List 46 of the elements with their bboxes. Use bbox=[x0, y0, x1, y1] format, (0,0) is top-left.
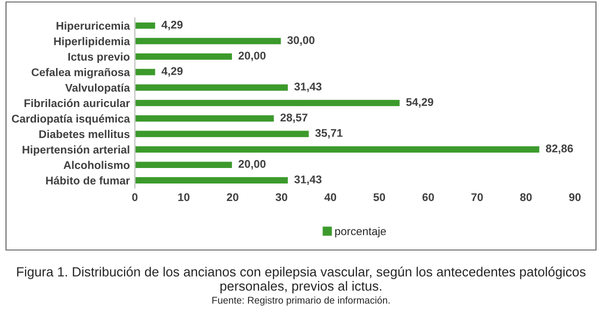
bar bbox=[134, 67, 157, 77]
data-label: 4,29 bbox=[162, 20, 183, 30]
x-tick-label: 60 bbox=[422, 193, 434, 202]
y-tick-label: Hiperlipidemia bbox=[54, 37, 130, 48]
y-tick-label: Ictus previo bbox=[68, 52, 130, 63]
data-label: 54,29 bbox=[406, 98, 434, 108]
data-label: 31,43 bbox=[294, 175, 322, 185]
x-tick-label: 70 bbox=[471, 193, 483, 202]
y-tick-label: Cardiopatía isquémica bbox=[12, 114, 130, 125]
data-label: 82,86 bbox=[546, 144, 573, 154]
bar bbox=[134, 98, 401, 108]
x-tick-label: 20 bbox=[226, 193, 238, 202]
bar bbox=[134, 129, 310, 138]
x-tick-label: 0 bbox=[132, 193, 138, 202]
data-label: 30,00 bbox=[287, 36, 314, 46]
y-tick-label: Hábito de fumar bbox=[46, 176, 130, 184]
x-tick-label: 50 bbox=[373, 193, 386, 202]
x-tick-label: 90 bbox=[569, 193, 581, 202]
x-tick-label: 30 bbox=[276, 193, 288, 202]
y-tick-label: Diabetes mellitus bbox=[39, 130, 130, 138]
x-tick-label: 80 bbox=[520, 193, 532, 202]
bar bbox=[134, 144, 541, 154]
x-tick-label: 10 bbox=[178, 193, 190, 202]
y-tick-label: Alcoholismo bbox=[64, 160, 130, 170]
text: Figura 1. Distribución de los ancianos con epilepsia vascular, según los antecedentes patológicos personales, previos al ictus. bbox=[17, 266, 586, 294]
y-tick-label: Fibrilación auricular bbox=[24, 98, 130, 108]
y-tick-label: Hiperuricemia bbox=[56, 22, 130, 32]
y-tick-label: Cefalea migrañosa bbox=[32, 68, 130, 78]
data-label: 28,57 bbox=[280, 114, 308, 124]
bar bbox=[134, 114, 276, 124]
data-label: 31,43 bbox=[294, 82, 322, 92]
bar bbox=[134, 176, 290, 185]
data-label: 35,71 bbox=[315, 129, 343, 139]
x-tick-label: 40 bbox=[324, 193, 336, 202]
y-tick-label: Valvulopatía bbox=[65, 83, 130, 94]
bar bbox=[134, 52, 234, 62]
source-note: Fuente: Registro primario de información. bbox=[212, 296, 390, 306]
data-label: 20,00 bbox=[238, 52, 266, 62]
bar bbox=[134, 82, 290, 92]
legend-label: porcentaje bbox=[335, 227, 386, 238]
bar bbox=[134, 160, 234, 170]
data-label: 20,00 bbox=[238, 160, 266, 170]
y-tick-label: Hipertensión arterial bbox=[22, 145, 130, 156]
bar bbox=[134, 21, 157, 30]
data-label: 4,29 bbox=[162, 67, 183, 77]
bar bbox=[134, 36, 282, 46]
